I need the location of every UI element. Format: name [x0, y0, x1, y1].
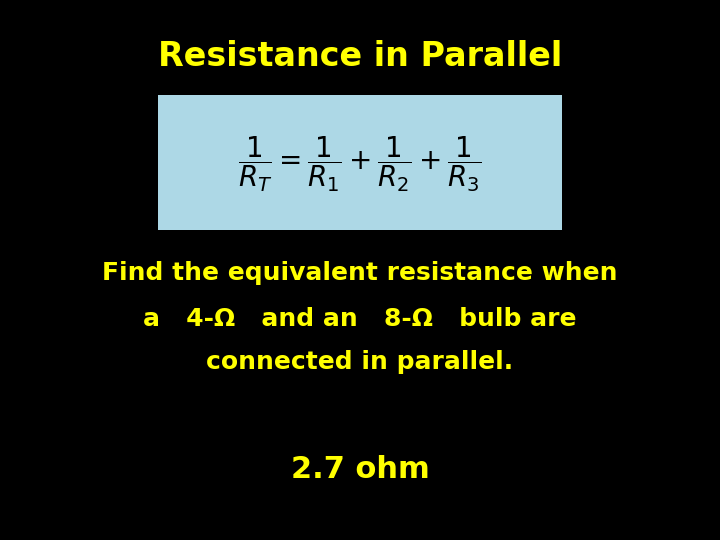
Text: 2.7 ohm: 2.7 ohm — [291, 455, 429, 484]
Text: a   4-Ω   and an   8-Ω   bulb are: a 4-Ω and an 8-Ω bulb are — [143, 307, 577, 330]
Text: Resistance in Parallel: Resistance in Parallel — [158, 40, 562, 73]
Text: connected in parallel.: connected in parallel. — [207, 350, 513, 374]
FancyBboxPatch shape — [158, 94, 562, 230]
Text: $\dfrac{1}{R_T} = \dfrac{1}{R_1} + \dfrac{1}{R_2} + \dfrac{1}{R_3}$: $\dfrac{1}{R_T} = \dfrac{1}{R_1} + \dfra… — [238, 135, 482, 194]
Text: Find the equivalent resistance when: Find the equivalent resistance when — [102, 261, 618, 285]
